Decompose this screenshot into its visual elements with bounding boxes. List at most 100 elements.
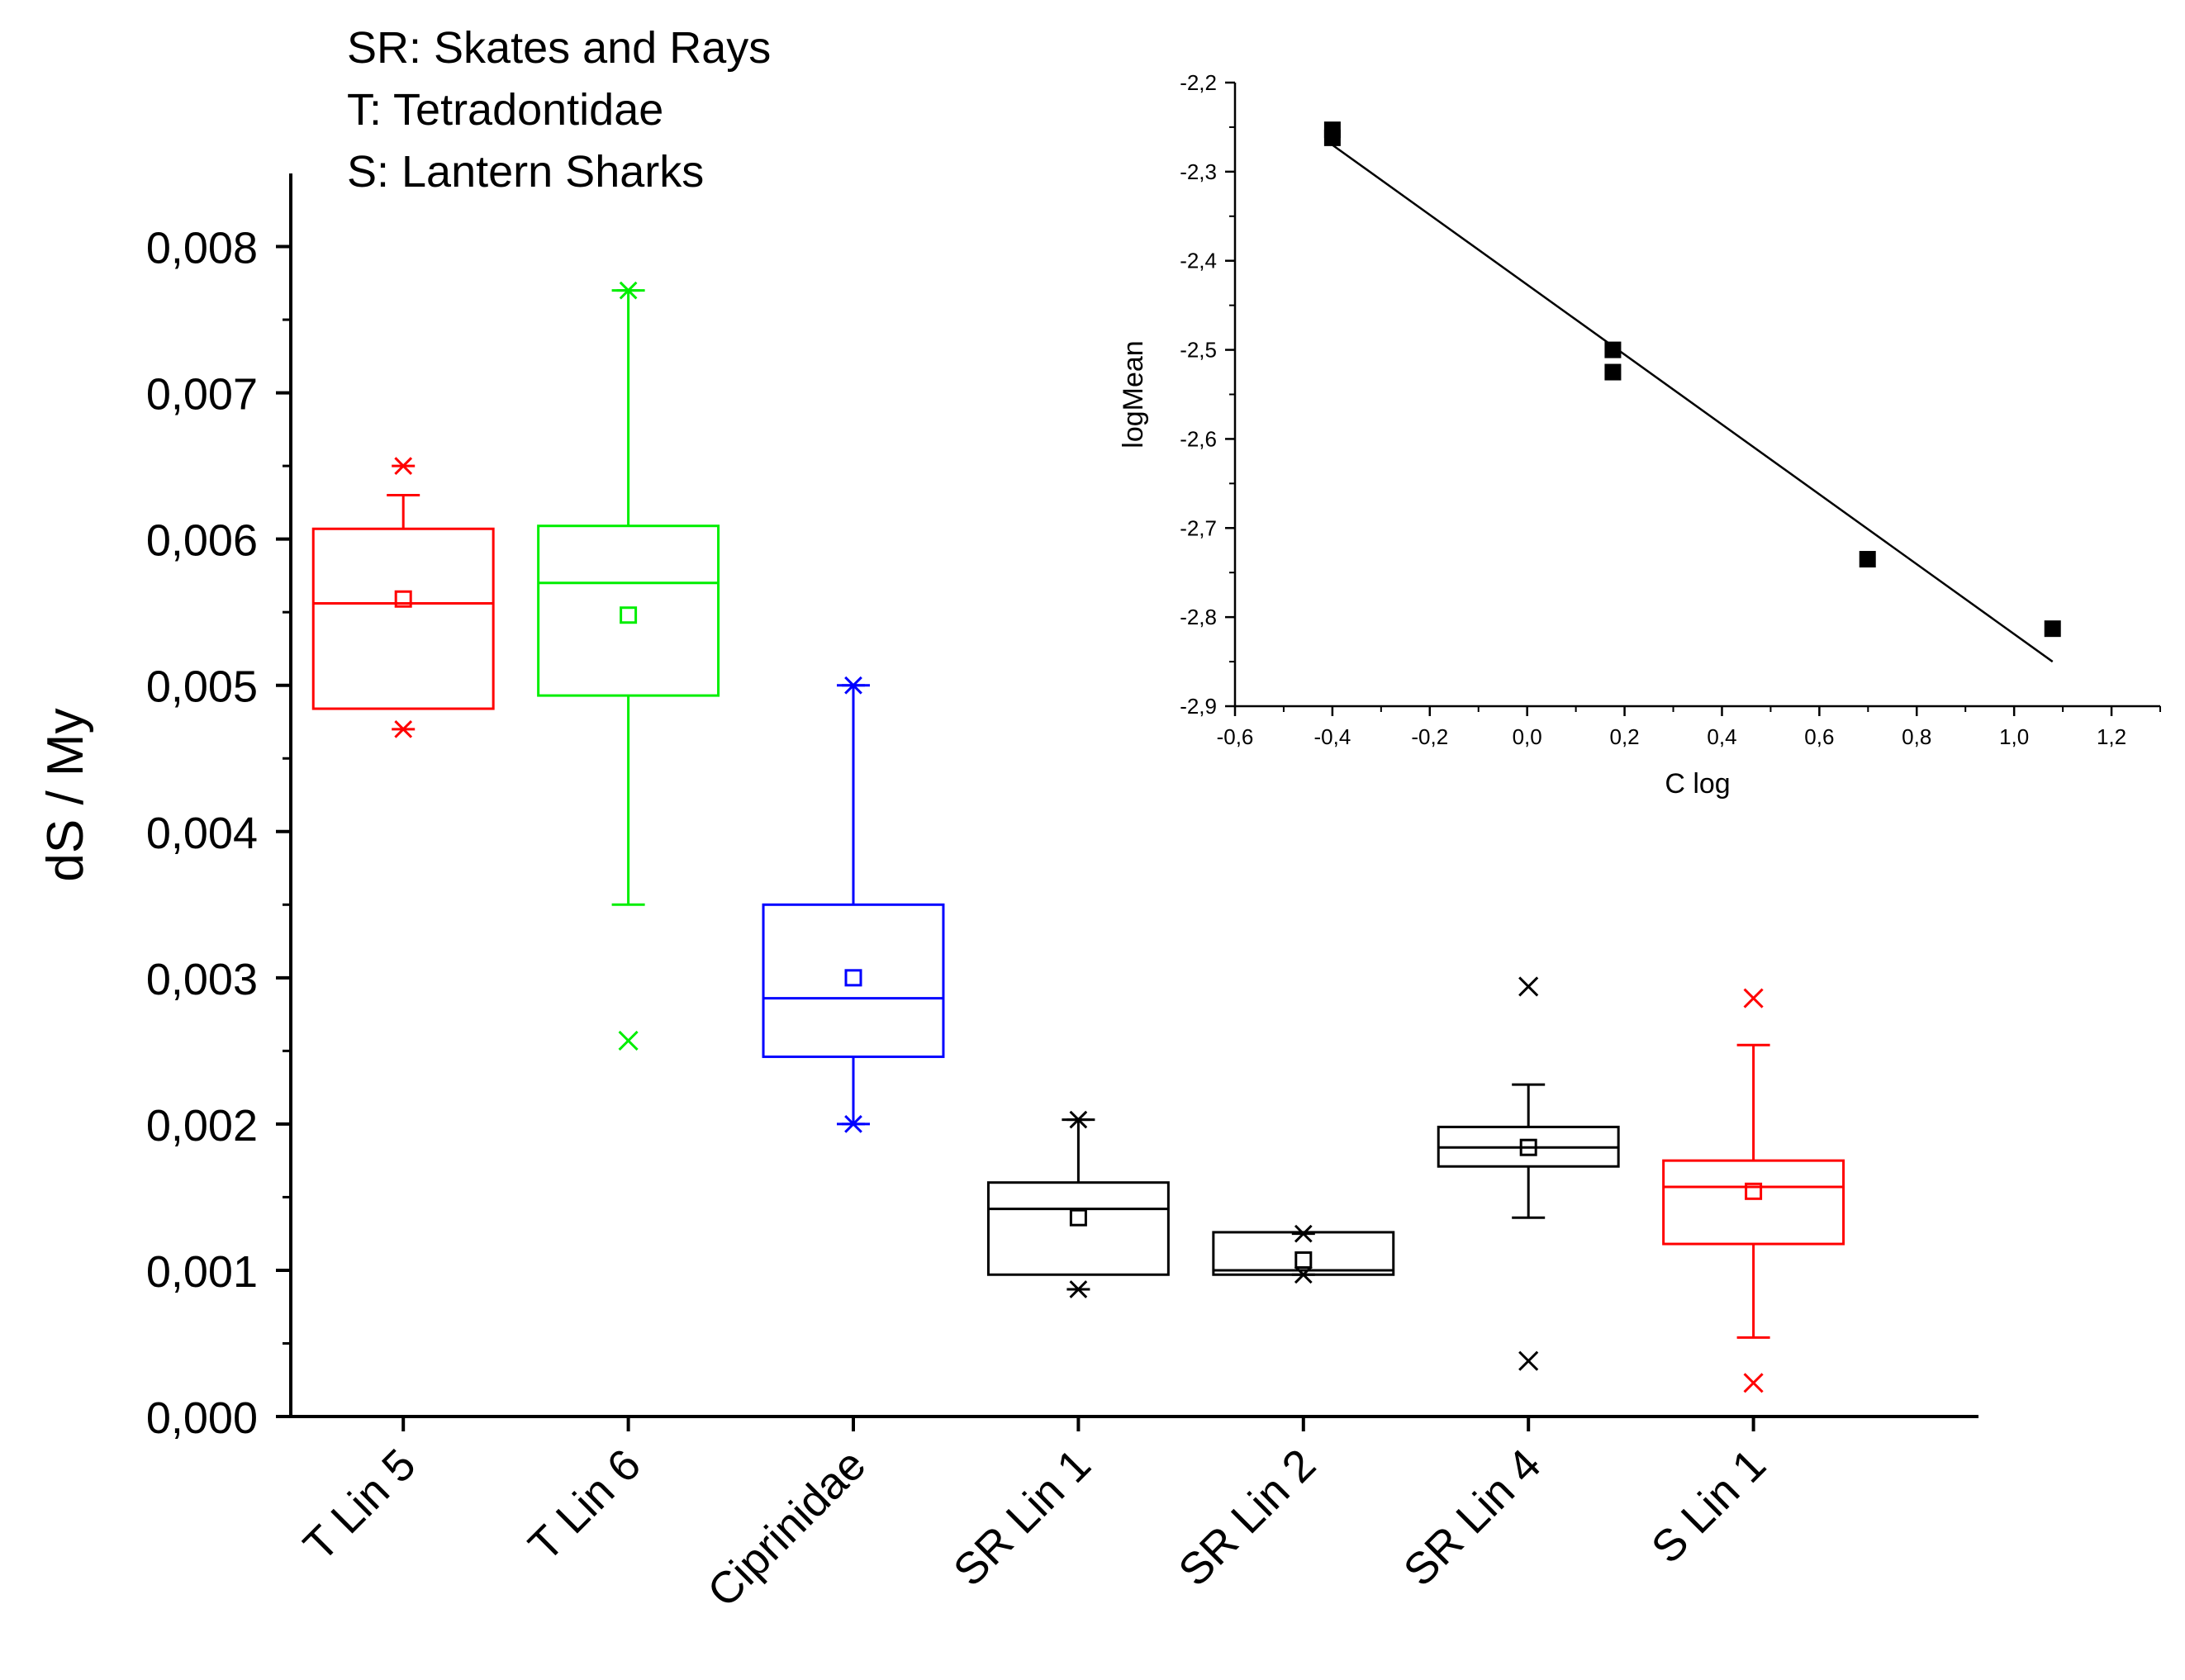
outlier-star-marker	[1291, 1265, 1315, 1284]
inset-x-tick-label: 1,0	[1999, 724, 2029, 749]
boxplot-x-tick-label: SR Lin 4	[1394, 1440, 1551, 1596]
inset-x-tick-label: 1,2	[2097, 724, 2126, 749]
box-mean-marker	[394, 590, 412, 608]
inset-x-tick-label: -0,6	[1217, 724, 1254, 749]
boxplot-x-tick-label: S Lin 1	[1642, 1440, 1775, 1573]
box-sr-lin-1	[986, 1110, 1170, 1298]
box-sr-lin-4	[1437, 976, 1620, 1371]
boxplot-y-tick-label: 0,004	[146, 809, 258, 858]
inset-x-tick-label: 0,0	[1513, 724, 1542, 749]
outlier-cross-marker	[1743, 988, 1764, 1008]
inset-axes	[1225, 81, 2161, 716]
box-t-lin-5	[311, 457, 495, 738]
marker-stroke	[394, 457, 413, 475]
inset-x-tick-label: 0,2	[1610, 724, 1640, 749]
inset-y-axis-label: logMean	[1118, 340, 1149, 448]
box-iqr	[762, 903, 945, 1058]
inset-x-tick-label: -0,4	[1313, 724, 1351, 749]
box-t-lin-6	[537, 281, 720, 1051]
marker-stroke	[1294, 1265, 1313, 1284]
inset-scatter-chart: -2,2-2,3-2,4-2,5-2,6-2,7-2,8-2,9 -0,6 -0,…	[1118, 70, 2161, 800]
outlier-cross-marker	[1743, 1373, 1764, 1393]
inset-y-tick-label: -2,5	[1180, 338, 1217, 363]
marker-stroke	[1069, 1280, 1088, 1298]
box-sr-lin-2	[1212, 1224, 1395, 1284]
box-iqr	[986, 1181, 1170, 1276]
outlier-cross-marker	[618, 1030, 639, 1051]
inset-y-tick-label: -2,8	[1180, 605, 1217, 629]
marker-stroke	[1069, 1110, 1088, 1129]
inset-x-axis-label: C log	[1665, 768, 1730, 800]
inset-y-tick-label: -2,3	[1180, 159, 1217, 184]
box-s-lin-1	[1662, 988, 1845, 1393]
legend-note: SR: Skates and Rays T: Tetradontidae S: …	[347, 23, 771, 197]
marker-stroke	[618, 1030, 639, 1051]
boxplot-x-tick-label: T Lin 5	[294, 1440, 425, 1570]
inset-y-tick-label: -2,4	[1180, 249, 1217, 273]
inset-x-tick-label: 0,8	[1902, 724, 1931, 749]
boxplot-boxes	[311, 281, 1845, 1393]
outlier-star-marker	[392, 719, 416, 738]
boxplot-y-tick-labels: 0,000 0,001 0,002 0,003 0,004 0,005 0,006 0,007…	[146, 224, 258, 1443]
boxplot-x-tick-label: SR Lin 1	[944, 1440, 1100, 1596]
box-mean-marker	[1069, 1208, 1087, 1227]
inset-y-tick-label: -2,6	[1180, 426, 1217, 451]
data-point	[1859, 551, 1876, 568]
boxplot-y-tick-label: 0,008	[146, 224, 258, 273]
boxplot-x-tick-label: T Lin 6	[520, 1440, 650, 1570]
inset-x-tick-labels: -0,6 -0,4 -0,2 0,0 0,2 0,4 0,6 0,8 1,0 1,2	[1217, 724, 2127, 749]
inset-y-tick-label: -2,7	[1180, 515, 1217, 540]
marker-stroke	[844, 676, 862, 695]
boxplot-x-tick-label: Ciprinidae	[698, 1440, 875, 1616]
data-point	[2044, 620, 2061, 638]
inset-x-tick-label: -0,2	[1411, 724, 1448, 749]
boxplot-x-tick-labels: T Lin 5 T Lin 6 Ciprinidae SR Lin 1 SR Lin 2…	[294, 1440, 1775, 1616]
box-ciprinidae	[762, 676, 945, 1133]
marker-stroke	[619, 281, 638, 300]
marker-stroke	[1743, 988, 1764, 1008]
outlier-star-marker	[842, 1115, 865, 1133]
boxplot-y-tick-label: 0,000	[146, 1393, 258, 1443]
inset-y-tick-labels: -2,2 -2,3 -2,4 -2,5 -2,6 -2,7 -2,8 -2,9	[1180, 70, 1217, 719]
outlier-star-marker	[1066, 1110, 1090, 1129]
boxplot-axes	[276, 173, 1978, 1431]
box-mean-marker	[1745, 1182, 1763, 1200]
box-mean-marker	[1519, 1138, 1537, 1156]
boxplot-y-tick-label: 0,006	[146, 516, 258, 566]
outlier-cross-marker	[1518, 1350, 1539, 1371]
outlier-star-marker	[392, 457, 416, 475]
outlier-star-marker	[842, 676, 865, 695]
legend-line-lantern-sharks: S: Lantern Sharks	[347, 147, 704, 197]
boxplot-y-tick-label: 0,001	[146, 1247, 258, 1297]
boxplot-y-axis-label: dS / My	[37, 708, 94, 881]
boxplot-y-tick-label: 0,002	[146, 1101, 258, 1151]
data-point	[1323, 129, 1341, 146]
data-point	[1604, 363, 1622, 381]
legend-line-skates-rays: SR: Skates and Rays	[347, 23, 771, 73]
marker-stroke	[1518, 976, 1539, 997]
outlier-star-marker	[1291, 1224, 1315, 1243]
fit-line	[1332, 144, 2054, 663]
outlier-cross-marker	[1518, 976, 1539, 997]
boxplot-y-tick-label: 0,005	[146, 662, 258, 712]
inset-marks	[1323, 121, 2061, 663]
box-mean-marker	[620, 606, 638, 624]
inset-y-tick-label: -2,2	[1180, 70, 1217, 95]
boxplot-y-tick-label: 0,003	[146, 955, 258, 1004]
boxplot-x-tick-label: SR Lin 2	[1169, 1440, 1325, 1596]
outlier-star-marker	[1066, 1280, 1090, 1298]
legend-line-tetradontidae: T: Tetradontidae	[347, 85, 663, 135]
marker-stroke	[1294, 1224, 1313, 1243]
inset-x-tick-label: 0,6	[1804, 724, 1834, 749]
box-iqr	[537, 524, 720, 697]
inset-x-tick-label: 0,4	[1707, 724, 1736, 749]
box-iqr	[1662, 1159, 1845, 1246]
box-mean-marker	[1294, 1251, 1313, 1269]
box-mean-marker	[844, 969, 862, 987]
marker-stroke	[1743, 1373, 1764, 1393]
boxplot-y-tick-label: 0,007	[146, 370, 258, 420]
marker-stroke	[1518, 1350, 1539, 1371]
boxplot-chart: 0,000 0,001 0,002 0,003 0,004 0,005 0,006 0,007…	[37, 173, 1978, 1616]
marker-stroke	[844, 1115, 862, 1133]
